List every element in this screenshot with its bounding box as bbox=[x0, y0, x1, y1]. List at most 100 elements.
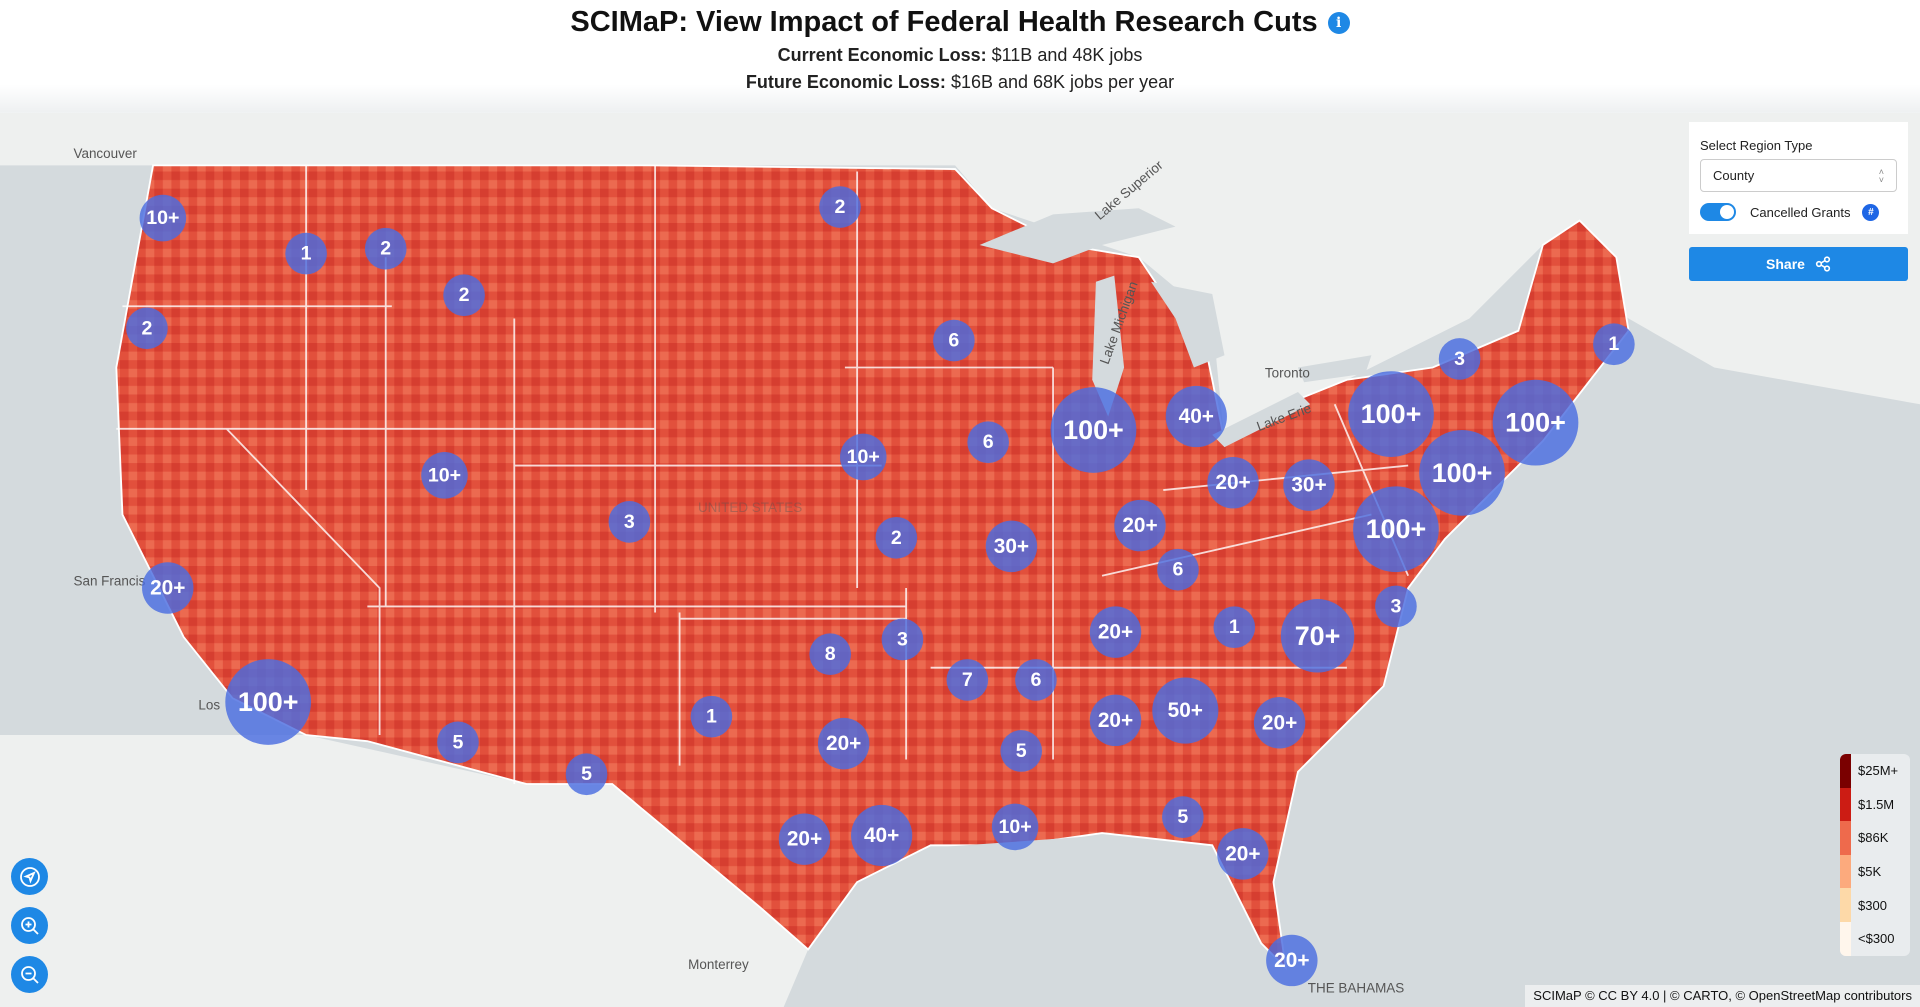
grant-cluster[interactable]: 20+ bbox=[142, 562, 194, 614]
cluster-circle[interactable] bbox=[1000, 730, 1043, 772]
grant-cluster[interactable]: 100+ bbox=[1419, 429, 1505, 516]
grant-cluster[interactable]: 2 bbox=[364, 227, 407, 270]
grant-cluster[interactable]: 40+ bbox=[1165, 385, 1227, 448]
grant-cluster[interactable]: 5 bbox=[1162, 796, 1204, 838]
grant-cluster[interactable]: 100+ bbox=[225, 659, 312, 745]
grant-cluster[interactable]: 20+ bbox=[817, 717, 870, 770]
cluster-circle[interactable] bbox=[285, 232, 327, 275]
cluster-circle[interactable] bbox=[1266, 934, 1318, 987]
grant-cluster[interactable]: 7 bbox=[946, 659, 989, 701]
grant-cluster[interactable]: 50+ bbox=[1152, 677, 1219, 744]
grant-cluster[interactable]: 5 bbox=[1000, 730, 1043, 772]
grant-cluster[interactable]: 30+ bbox=[1283, 459, 1335, 511]
grant-cluster[interactable]: 1 bbox=[285, 232, 327, 275]
cluster-circle[interactable] bbox=[946, 659, 989, 701]
cluster-circle[interactable] bbox=[1089, 694, 1142, 747]
cluster-circle[interactable] bbox=[126, 307, 168, 350]
cluster-circle[interactable] bbox=[139, 194, 187, 242]
grant-cluster[interactable]: 30+ bbox=[985, 520, 1038, 573]
cluster-circle[interactable] bbox=[875, 516, 918, 559]
grant-cluster[interactable]: 5 bbox=[565, 753, 608, 796]
cluster-circle[interactable] bbox=[1419, 429, 1505, 516]
cluster-circle[interactable] bbox=[985, 520, 1038, 573]
cluster-circle[interactable] bbox=[1438, 338, 1481, 380]
grant-cluster[interactable]: 1 bbox=[1593, 323, 1635, 366]
cluster-circle[interactable] bbox=[1152, 677, 1219, 744]
grant-cluster[interactable]: 40+ bbox=[851, 804, 913, 867]
cluster-circle[interactable] bbox=[1162, 796, 1204, 838]
grant-cluster[interactable]: 1 bbox=[1213, 606, 1256, 649]
cluster-circle[interactable] bbox=[608, 501, 651, 543]
grant-cluster[interactable]: 2 bbox=[126, 307, 168, 350]
cluster-circle[interactable] bbox=[1280, 599, 1355, 673]
cluster-circle[interactable] bbox=[1213, 606, 1256, 649]
cluster-circle[interactable] bbox=[443, 274, 485, 317]
grant-cluster[interactable]: 5 bbox=[437, 721, 479, 764]
grant-cluster[interactable]: 10+ bbox=[421, 452, 468, 499]
cluster-circle[interactable] bbox=[967, 421, 1009, 464]
cluster-circle[interactable] bbox=[1015, 659, 1057, 701]
cluster-circle[interactable] bbox=[1375, 585, 1417, 628]
grant-cluster[interactable]: 3 bbox=[1375, 585, 1417, 628]
cluster-circle[interactable] bbox=[1348, 371, 1434, 457]
grant-cluster[interactable]: 100+ bbox=[1050, 387, 1137, 473]
grant-cluster[interactable]: 6 bbox=[933, 319, 975, 362]
cluster-circle[interactable] bbox=[991, 803, 1039, 851]
cluster-circle[interactable] bbox=[1165, 385, 1227, 448]
grant-cluster[interactable]: 3 bbox=[1438, 338, 1481, 380]
cluster-circle[interactable] bbox=[1207, 456, 1259, 509]
grant-cluster[interactable]: 10+ bbox=[840, 433, 887, 481]
share-button[interactable]: Share bbox=[1689, 247, 1908, 281]
cluster-circle[interactable] bbox=[1157, 548, 1199, 591]
locate-button[interactable] bbox=[11, 858, 48, 895]
cluster-circle[interactable] bbox=[364, 227, 407, 270]
cluster-circle[interactable] bbox=[809, 633, 852, 676]
grant-cluster[interactable]: 8 bbox=[809, 633, 852, 676]
cluster-circle[interactable] bbox=[819, 186, 861, 228]
cluster-circle[interactable] bbox=[817, 717, 870, 770]
cluster-circle[interactable] bbox=[225, 659, 312, 745]
grant-cluster[interactable]: 70+ bbox=[1280, 599, 1355, 673]
cluster-circle[interactable] bbox=[421, 452, 468, 499]
cluster-circle[interactable] bbox=[690, 695, 733, 738]
grant-cluster[interactable]: 20+ bbox=[1266, 934, 1318, 987]
cluster-circle[interactable] bbox=[1114, 499, 1166, 552]
cluster-circle[interactable] bbox=[1253, 697, 1306, 749]
cluster-circle[interactable] bbox=[881, 618, 924, 661]
grant-cluster[interactable]: 20+ bbox=[778, 813, 831, 865]
grant-cluster[interactable]: 20+ bbox=[1114, 499, 1166, 552]
region-type-select[interactable]: County ˄ ˅ bbox=[1700, 159, 1897, 192]
cluster-circle[interactable] bbox=[840, 433, 887, 481]
cluster-circle[interactable] bbox=[1283, 459, 1335, 511]
grant-cluster[interactable]: 10+ bbox=[139, 194, 187, 242]
grant-cluster[interactable]: 20+ bbox=[1217, 828, 1269, 880]
cancelled-grants-toggle[interactable] bbox=[1700, 203, 1736, 221]
hash-badge-icon[interactable]: # bbox=[1862, 203, 1880, 221]
cluster-circle[interactable] bbox=[778, 813, 831, 865]
grant-cluster[interactable]: 2 bbox=[819, 186, 861, 228]
cluster-circle[interactable] bbox=[1353, 486, 1439, 573]
cluster-circle[interactable] bbox=[851, 804, 913, 867]
grant-cluster[interactable]: 100+ bbox=[1492, 379, 1579, 466]
grant-cluster[interactable]: 100+ bbox=[1353, 486, 1439, 573]
cluster-circle[interactable] bbox=[437, 721, 479, 764]
grant-cluster[interactable]: 2 bbox=[875, 516, 918, 559]
grant-cluster[interactable]: 10+ bbox=[991, 803, 1039, 851]
cluster-circle[interactable] bbox=[142, 562, 194, 614]
cluster-circle[interactable] bbox=[1089, 606, 1142, 658]
cluster-circle[interactable] bbox=[1050, 387, 1137, 473]
zoom-out-button[interactable] bbox=[11, 956, 48, 993]
grant-cluster[interactable]: 6 bbox=[967, 421, 1009, 464]
grant-cluster[interactable]: 20+ bbox=[1253, 697, 1306, 749]
grant-cluster[interactable]: 6 bbox=[1015, 659, 1057, 701]
grant-cluster[interactable]: 3 bbox=[881, 618, 924, 661]
cluster-circle[interactable] bbox=[565, 753, 608, 796]
cluster-circle[interactable] bbox=[1492, 379, 1579, 466]
grant-cluster[interactable]: 20+ bbox=[1089, 694, 1142, 747]
grant-cluster[interactable]: 2 bbox=[443, 274, 485, 317]
grant-cluster[interactable]: 1 bbox=[690, 695, 733, 738]
cluster-circle[interactable] bbox=[1217, 828, 1269, 880]
grant-cluster[interactable]: 20+ bbox=[1089, 606, 1142, 658]
cluster-circle[interactable] bbox=[1593, 323, 1635, 366]
